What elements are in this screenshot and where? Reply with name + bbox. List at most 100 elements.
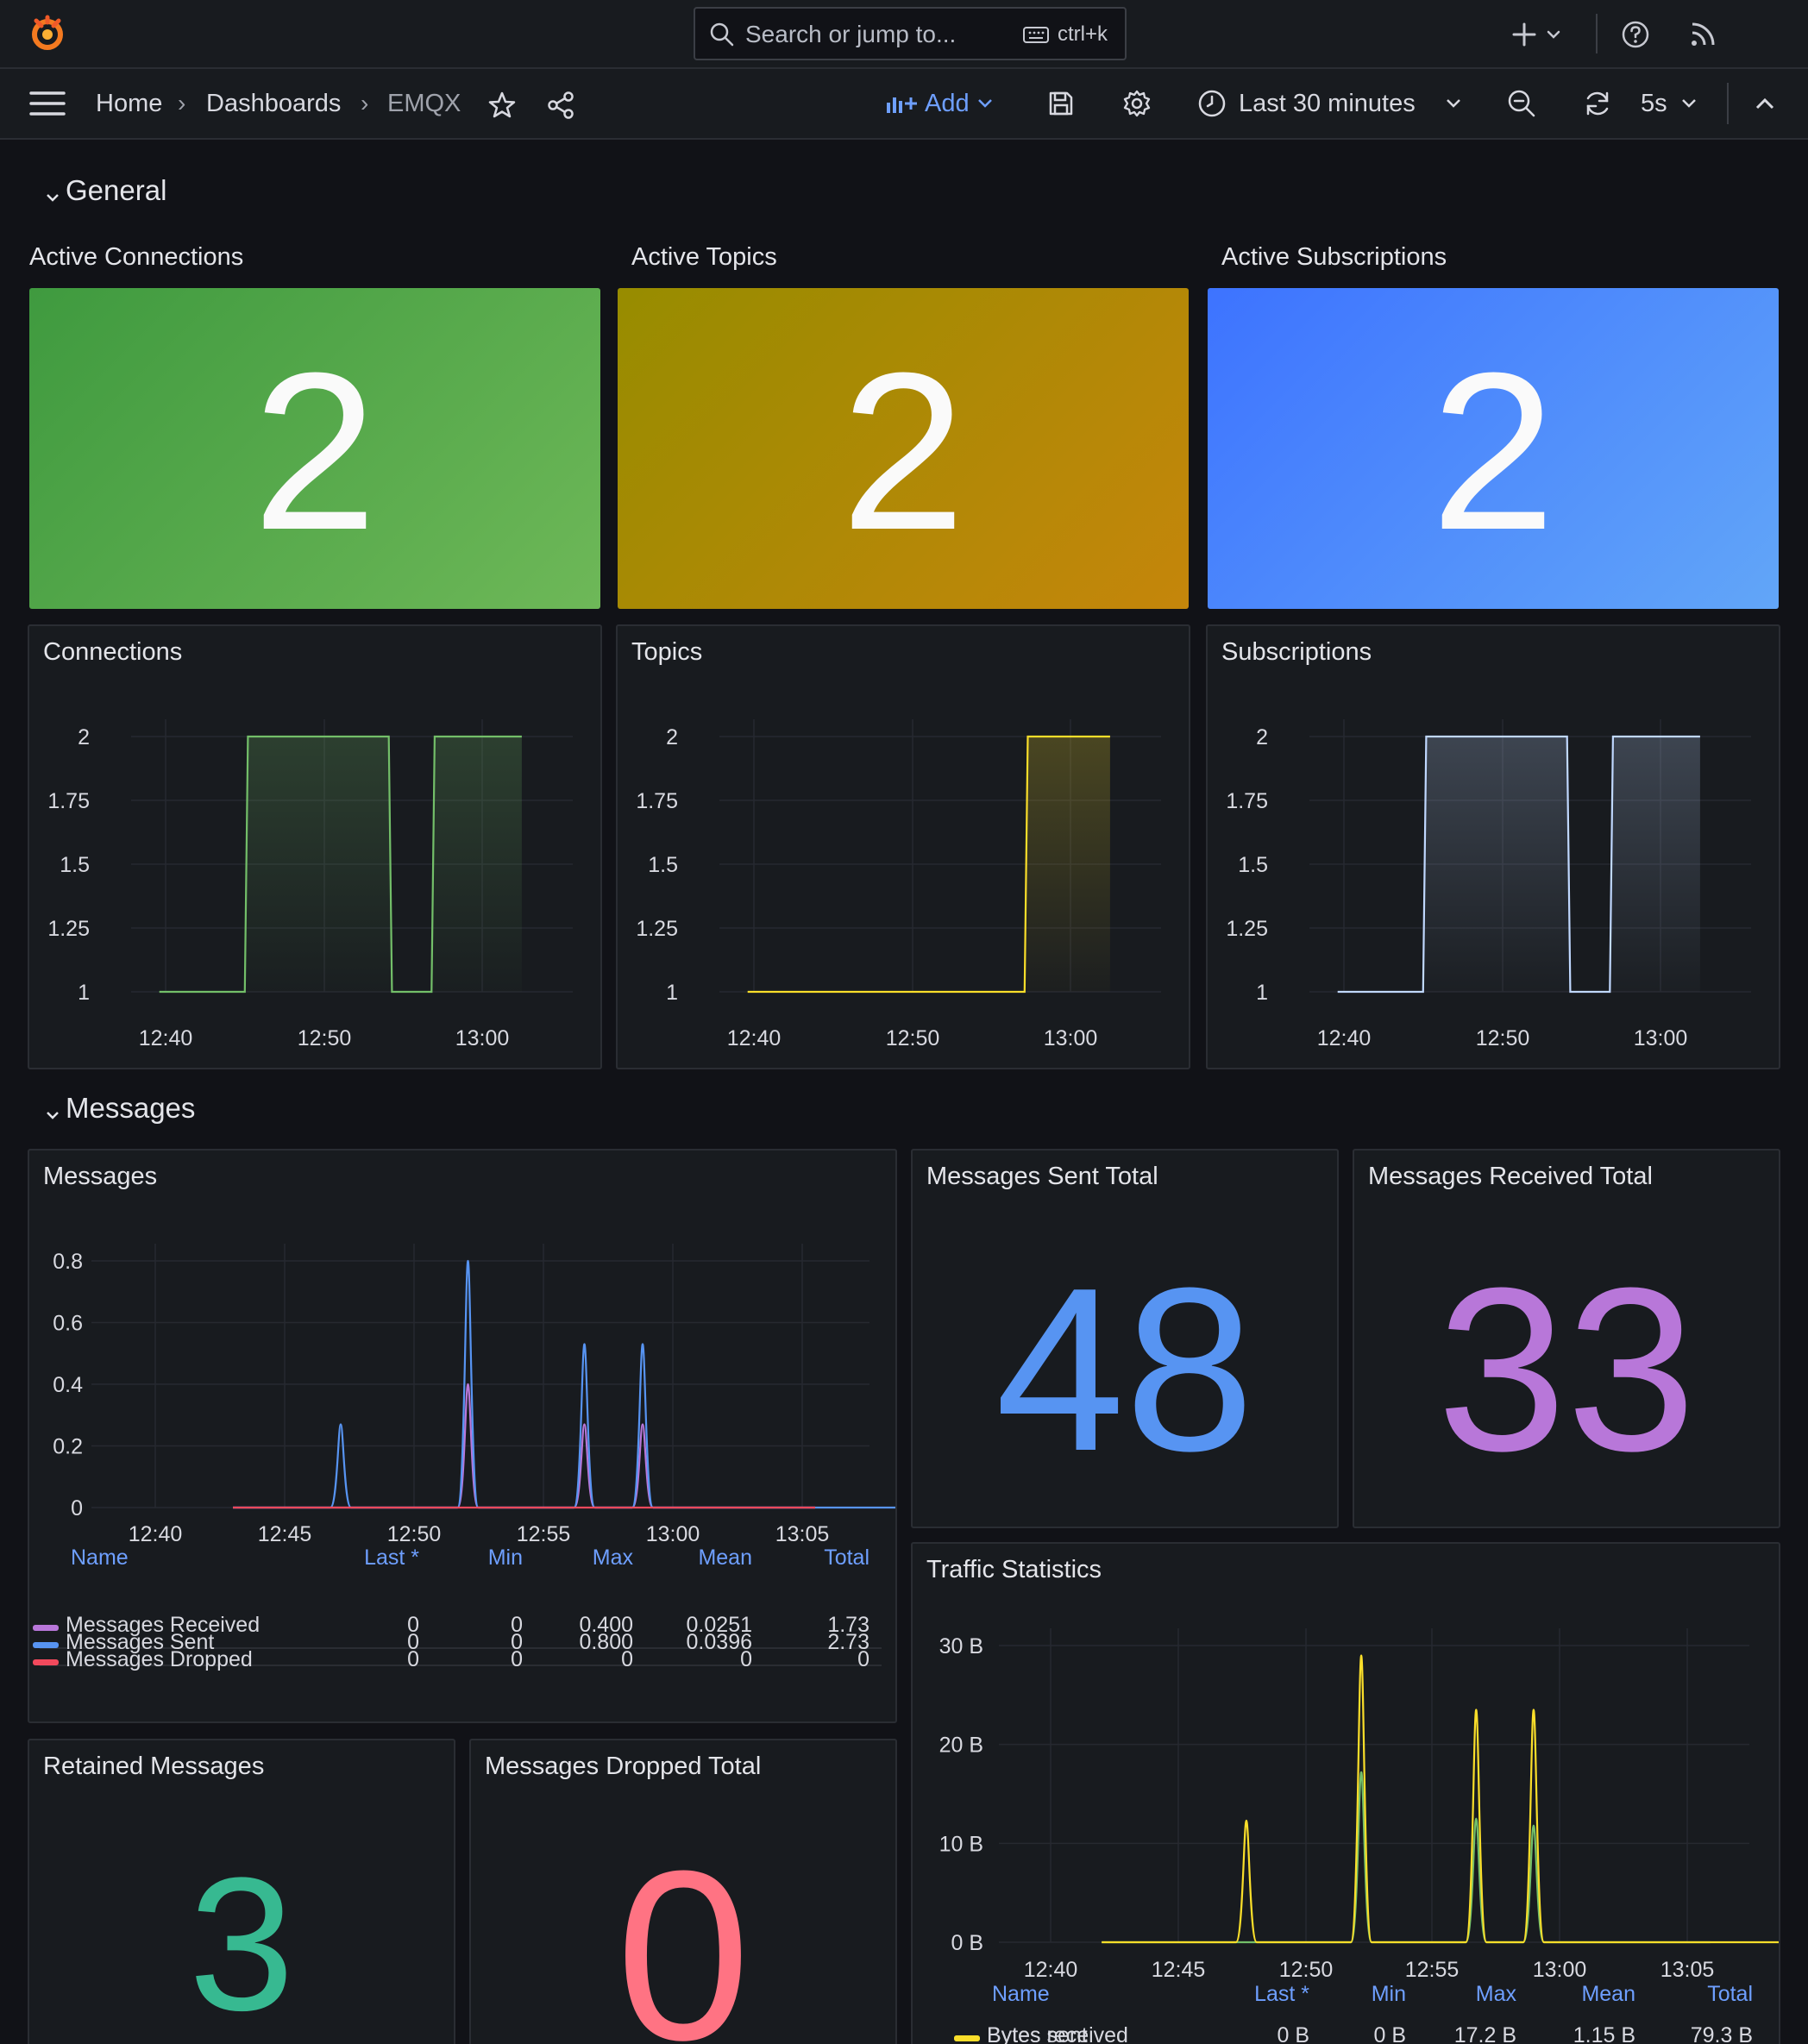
- legend-header[interactable]: Total: [1707, 1982, 1753, 2006]
- legend-stat-value: 0 B: [1373, 2023, 1406, 2044]
- panel-messages[interactable]: Messages 0 0.2 0.4 0.6 0.8 12:40 12:45 12:50 12:…: [28, 1149, 897, 1723]
- y-tick-label: 0: [71, 1496, 83, 1520]
- stat-active-connections[interactable]: 2: [29, 288, 600, 609]
- y-tick-label: 1.5: [1238, 853, 1268, 877]
- add-button[interactable]: Add: [885, 86, 994, 121]
- zoom-out-icon[interactable]: [1504, 86, 1539, 121]
- legend-header[interactable]: Total: [824, 1546, 869, 1570]
- x-tick-label: 13:00: [1533, 1958, 1587, 1982]
- legend-series-name[interactable]: Messages Sent: [66, 1630, 215, 1654]
- menu-icon[interactable]: [28, 86, 67, 121]
- legend-header[interactable]: Min: [1371, 1982, 1406, 2006]
- legend-series-name[interactable]: Bytes sent: [987, 2023, 1088, 2044]
- y-tick-label: 0.4: [53, 1373, 83, 1397]
- settings-gear-icon[interactable]: [1120, 86, 1154, 121]
- help-icon[interactable]: [1618, 17, 1653, 52]
- breadcrumb-home[interactable]: Home: [96, 90, 163, 117]
- legend-series-name[interactable]: Bytes received: [987, 2023, 1128, 2044]
- breadcrumb-current: EMQX: [387, 90, 461, 117]
- time-range-picker[interactable]: Last 30 minutes: [1197, 86, 1464, 121]
- x-tick-label: 12:55: [1405, 1958, 1460, 1982]
- legend-series-name[interactable]: Messages Received: [66, 1613, 261, 1637]
- x-tick-label: 12:45: [1152, 1958, 1206, 1982]
- navbar-divider: [1727, 83, 1729, 124]
- grafana-logo-icon[interactable]: [26, 12, 69, 55]
- search-icon: [709, 22, 735, 52]
- panel-messages-sent-total[interactable]: Messages Sent Total 48: [911, 1149, 1339, 1528]
- news-feed-icon[interactable]: [1686, 17, 1720, 52]
- x-tick-label: 12:40: [1024, 1958, 1078, 1982]
- search-shortcut: ctrl+k: [1058, 22, 1108, 46]
- legend-header: Name: [992, 1982, 1050, 2006]
- panel-retained-messages[interactable]: Retained Messages 3: [28, 1739, 455, 2044]
- stat-active-subscriptions[interactable]: 2: [1208, 288, 1779, 609]
- refresh-icon[interactable]: [1580, 86, 1615, 121]
- breadcrumb-separator-icon: ›: [178, 90, 186, 116]
- collapse-chevron-up-icon[interactable]: [1748, 86, 1782, 121]
- x-tick-label: 13:05: [775, 1522, 830, 1546]
- breadcrumb-dashboards[interactable]: Dashboards: [206, 90, 342, 117]
- y-tick-label: 1.25: [47, 917, 90, 941]
- search-input[interactable]: Search or jump to... ctrl+k: [694, 7, 1127, 60]
- y-tick-label: 1: [666, 981, 678, 1005]
- section-title-messages: Messages: [66, 1092, 196, 1124]
- panel-title: Messages: [43, 1163, 158, 1190]
- legend-stat-value: 0: [511, 1647, 523, 1671]
- panel-title: Connections: [43, 638, 183, 666]
- messages-chart: 0 0.2 0.4 0.6 0.8 12:40 12:45 12:50 12:55 13:00 13…: [53, 1244, 895, 1546]
- legend-stat-value: 1.15 B: [1573, 2023, 1635, 2044]
- x-tick-label: 12:50: [886, 1026, 940, 1050]
- refresh-interval-picker[interactable]: 5s: [1641, 86, 1698, 121]
- legend-header[interactable]: Max: [1475, 1982, 1516, 2006]
- x-tick-label: 13:00: [1634, 1026, 1688, 1050]
- y-tick-label: 20 B: [939, 1734, 983, 1758]
- y-tick-label: 0.2: [53, 1435, 83, 1459]
- legend-stat-value: 0: [740, 1647, 752, 1671]
- panel-connections[interactable]: Connections 1 1.25 1.5 1.75 2 12:40 12:50 13:00: [28, 624, 602, 1069]
- legend-swatch: [33, 1642, 59, 1648]
- legend-header[interactable]: Last *: [1254, 1982, 1309, 2006]
- legend-stat-value: 0.800: [579, 1630, 633, 1654]
- series-area: [1337, 737, 1700, 992]
- panel-messages-received-total[interactable]: Messages Received Total 33: [1353, 1149, 1780, 1528]
- panel-title-active-connections: Active Connections: [29, 243, 244, 271]
- legend-swatch: [954, 2035, 980, 2041]
- panel-title: Topics: [631, 638, 703, 666]
- new-menu-button[interactable]: [1510, 16, 1570, 53]
- chevron-down-icon: [977, 99, 992, 108]
- y-tick-label: 2: [666, 725, 678, 749]
- panel-topics[interactable]: Topics 1 1.25 1.5 1.75 2 12:40 12:50 13:00: [616, 624, 1190, 1069]
- star-icon[interactable]: [485, 88, 519, 122]
- time-range-label: Last 30 minutes: [1239, 89, 1416, 117]
- series-line: [233, 1383, 815, 1509]
- y-tick-label: 1.25: [1226, 917, 1268, 941]
- stat-active-topics[interactable]: 2: [618, 288, 1189, 609]
- panel-subscriptions[interactable]: Subscriptions 1 1.25 1.5 1.75 2 12:40 12:50 13:…: [1206, 624, 1780, 1069]
- y-tick-label: 1.5: [648, 853, 678, 877]
- save-icon[interactable]: [1044, 86, 1078, 121]
- y-tick-label: 1.5: [60, 853, 90, 877]
- legend-header[interactable]: Last *: [364, 1546, 419, 1570]
- legend-header[interactable]: Max: [592, 1546, 633, 1570]
- legend-header[interactable]: Mean: [1581, 1982, 1635, 2006]
- share-icon[interactable]: [543, 88, 578, 122]
- legend-series-name[interactable]: Messages Dropped: [66, 1647, 253, 1671]
- stat-value: 2: [840, 327, 966, 577]
- legend-header[interactable]: Min: [487, 1546, 523, 1570]
- chevron-down-icon: [1446, 99, 1460, 108]
- y-tick-label: 2: [1256, 725, 1268, 749]
- y-tick-label: 30 B: [939, 1634, 983, 1658]
- connections-chart: 1 1.25 1.5 1.75 2 12:40 12:50 13:00: [47, 719, 573, 1050]
- legend-stat-value: 0: [511, 1613, 523, 1637]
- x-tick-label: 12:50: [1279, 1958, 1334, 1982]
- legend-row-divider: [40, 1665, 882, 1666]
- legend-header[interactable]: Mean: [698, 1546, 752, 1570]
- panel-title: Messages Sent Total: [926, 1163, 1158, 1190]
- legend-stat-value: 0.0251: [686, 1613, 752, 1637]
- panel-traffic-statistics[interactable]: Traffic Statistics 0 B 10 B 20 B 30 B 12:40 1…: [911, 1542, 1780, 2044]
- series-line: [159, 735, 522, 994]
- legend-stat-value: 0.0396: [686, 1630, 752, 1654]
- panel-messages-dropped-total[interactable]: Messages Dropped Total 0: [469, 1739, 897, 2044]
- add-button-label: Add: [925, 89, 970, 117]
- topics-chart: 1 1.25 1.5 1.75 2 12:40 12:50 13:00: [636, 719, 1161, 1050]
